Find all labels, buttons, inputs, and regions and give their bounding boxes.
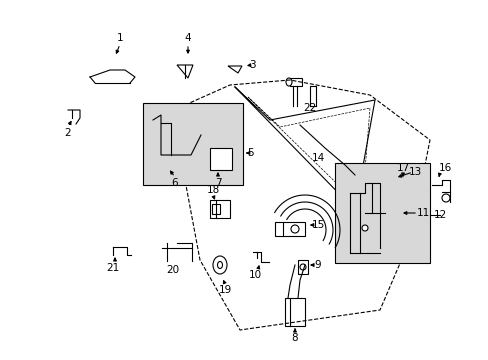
Text: 12: 12	[432, 210, 446, 220]
Ellipse shape	[400, 185, 405, 195]
Text: 21: 21	[106, 263, 120, 273]
Text: 18: 18	[206, 185, 219, 195]
Polygon shape	[227, 66, 242, 73]
Ellipse shape	[285, 78, 291, 86]
Text: 9: 9	[314, 260, 321, 270]
Text: 15: 15	[311, 220, 324, 230]
Bar	[289, 78, 302, 86]
Bar	[212, 204, 220, 214]
Circle shape	[441, 194, 449, 202]
Text: 22: 22	[303, 103, 316, 113]
Text: 4: 4	[184, 33, 191, 43]
Bar	[209, 200, 229, 218]
Ellipse shape	[213, 256, 226, 274]
Text: 8: 8	[291, 333, 298, 343]
Text: 5: 5	[246, 148, 253, 158]
Text: 14: 14	[311, 153, 324, 163]
Text: 19: 19	[218, 285, 231, 295]
Bar	[274, 222, 305, 236]
Text: 17: 17	[396, 163, 409, 173]
Bar	[297, 260, 307, 274]
Circle shape	[361, 225, 367, 231]
Ellipse shape	[395, 177, 409, 203]
Bar	[142, 103, 243, 185]
Text: 2: 2	[64, 128, 71, 138]
Text: 10: 10	[248, 270, 261, 280]
Text: 1: 1	[117, 33, 123, 43]
Text: 7: 7	[214, 178, 221, 188]
Text: 3: 3	[248, 60, 255, 70]
Ellipse shape	[217, 261, 222, 269]
Text: 11: 11	[415, 208, 429, 218]
Text: 13: 13	[407, 167, 421, 177]
Bar	[334, 163, 429, 263]
Bar	[285, 298, 305, 326]
Text: 20: 20	[166, 265, 179, 275]
Text: 6: 6	[171, 178, 178, 188]
Bar	[209, 148, 231, 170]
Text: 16: 16	[437, 163, 451, 173]
Circle shape	[299, 264, 305, 270]
Circle shape	[290, 225, 298, 233]
Polygon shape	[177, 65, 193, 78]
